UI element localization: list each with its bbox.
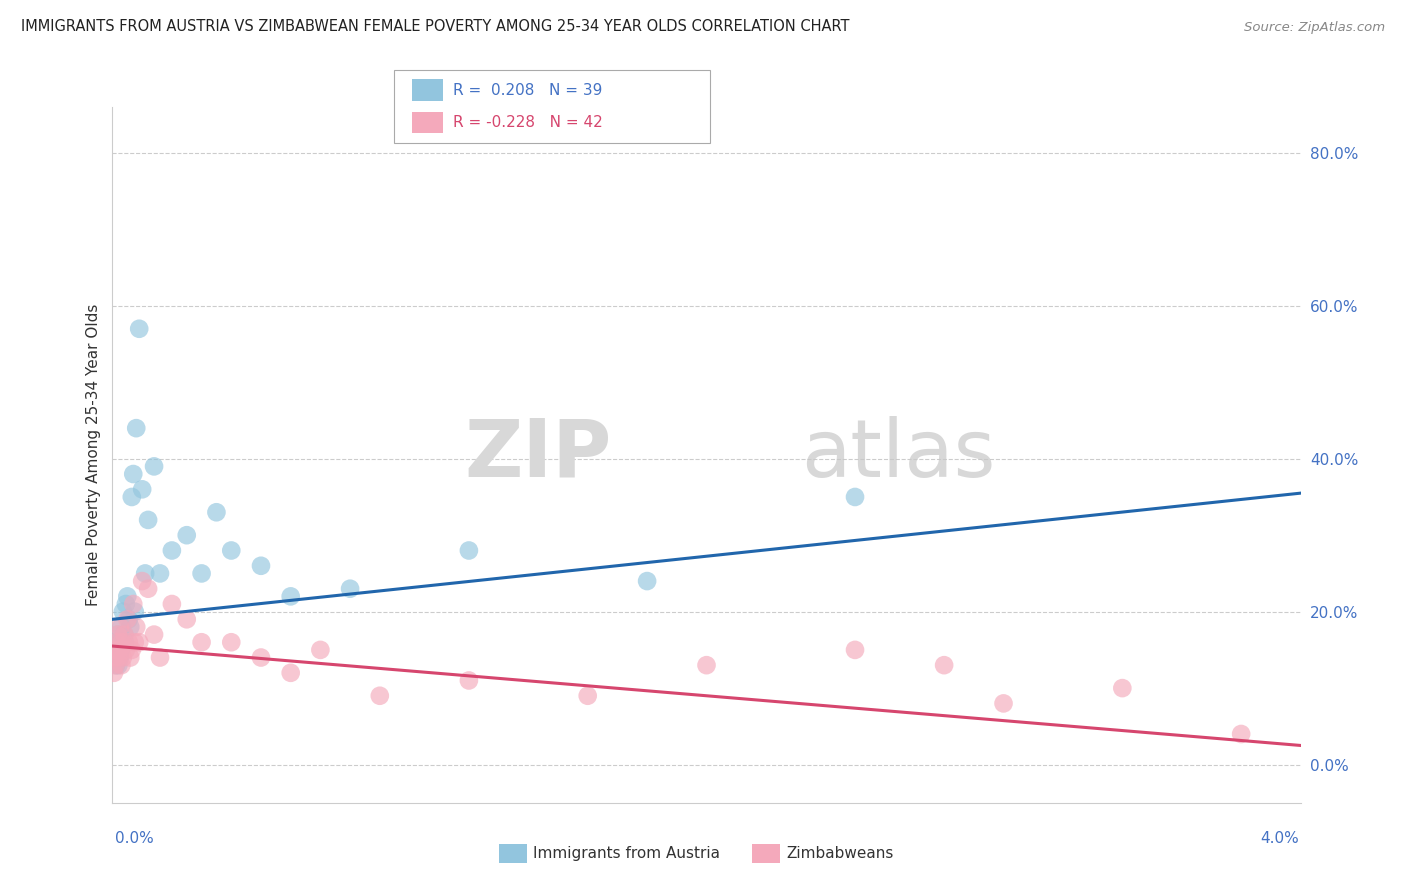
Point bbox=[1111, 681, 1133, 695]
Point bbox=[131, 574, 153, 588]
Point bbox=[124, 635, 146, 649]
Point bbox=[309, 643, 332, 657]
Point bbox=[115, 597, 138, 611]
Point bbox=[934, 658, 956, 673]
Point bbox=[111, 605, 134, 619]
Point bbox=[128, 635, 150, 649]
Point bbox=[120, 620, 142, 634]
Point bbox=[118, 612, 141, 626]
Point bbox=[1230, 727, 1253, 741]
Point bbox=[176, 528, 198, 542]
Point bbox=[112, 627, 135, 641]
Text: R =  0.208   N = 39: R = 0.208 N = 39 bbox=[453, 83, 602, 97]
Point bbox=[160, 597, 183, 611]
Point bbox=[143, 459, 166, 474]
Text: atlas: atlas bbox=[801, 416, 995, 494]
Point bbox=[136, 582, 159, 596]
Point bbox=[125, 421, 148, 435]
Point bbox=[339, 582, 361, 596]
Point bbox=[105, 635, 128, 649]
Point bbox=[107, 658, 129, 673]
Point bbox=[636, 574, 658, 588]
Point bbox=[219, 543, 243, 558]
Point bbox=[205, 505, 228, 519]
Point bbox=[280, 590, 302, 604]
Point bbox=[136, 513, 159, 527]
Text: 0.0%: 0.0% bbox=[115, 831, 155, 846]
Point bbox=[117, 612, 139, 626]
Point bbox=[115, 643, 138, 657]
Point bbox=[122, 597, 145, 611]
Point bbox=[576, 689, 599, 703]
Point bbox=[105, 658, 128, 673]
Point bbox=[117, 590, 139, 604]
Point bbox=[128, 322, 150, 336]
Point bbox=[176, 612, 198, 626]
Point bbox=[149, 650, 172, 665]
Point bbox=[122, 467, 145, 481]
Point bbox=[458, 673, 481, 688]
Point bbox=[104, 650, 127, 665]
Point bbox=[111, 635, 134, 649]
Point bbox=[131, 483, 153, 497]
Point bbox=[104, 635, 127, 649]
Point bbox=[111, 635, 134, 649]
Point bbox=[120, 650, 142, 665]
Point bbox=[149, 566, 172, 581]
Point bbox=[103, 665, 125, 680]
Point bbox=[108, 620, 131, 634]
Point bbox=[107, 627, 129, 641]
Point bbox=[105, 643, 128, 657]
Point bbox=[250, 558, 273, 573]
Point bbox=[121, 490, 143, 504]
Point bbox=[104, 650, 127, 665]
Point bbox=[107, 627, 129, 641]
Point bbox=[250, 650, 273, 665]
Text: Source: ZipAtlas.com: Source: ZipAtlas.com bbox=[1244, 21, 1385, 34]
Point bbox=[125, 620, 148, 634]
Point bbox=[110, 643, 132, 657]
Point bbox=[118, 635, 141, 649]
Point bbox=[993, 697, 1015, 711]
Point bbox=[111, 650, 134, 665]
Point bbox=[121, 643, 143, 657]
Point bbox=[108, 650, 131, 665]
Text: R = -0.228   N = 42: R = -0.228 N = 42 bbox=[453, 115, 603, 129]
Point bbox=[844, 643, 866, 657]
Point bbox=[696, 658, 718, 673]
Point bbox=[134, 566, 156, 581]
Point bbox=[105, 643, 128, 657]
Text: Zimbabweans: Zimbabweans bbox=[786, 847, 893, 861]
Point bbox=[143, 627, 166, 641]
Point bbox=[112, 627, 135, 641]
Point bbox=[108, 635, 131, 649]
Point bbox=[110, 620, 132, 634]
Point bbox=[108, 643, 131, 657]
Point bbox=[190, 566, 212, 581]
Text: Immigrants from Austria: Immigrants from Austria bbox=[533, 847, 720, 861]
Point bbox=[280, 665, 302, 680]
Text: 4.0%: 4.0% bbox=[1260, 831, 1299, 846]
Point bbox=[107, 650, 129, 665]
Point bbox=[844, 490, 866, 504]
Point bbox=[114, 635, 136, 649]
Point bbox=[124, 605, 146, 619]
Point bbox=[458, 543, 481, 558]
Point bbox=[190, 635, 212, 649]
Text: ZIP: ZIP bbox=[464, 416, 612, 494]
Text: IMMIGRANTS FROM AUSTRIA VS ZIMBABWEAN FEMALE POVERTY AMONG 25-34 YEAR OLDS CORRE: IMMIGRANTS FROM AUSTRIA VS ZIMBABWEAN FE… bbox=[21, 20, 849, 34]
Point bbox=[160, 543, 183, 558]
Point bbox=[104, 658, 127, 673]
Y-axis label: Female Poverty Among 25-34 Year Olds: Female Poverty Among 25-34 Year Olds bbox=[86, 304, 101, 606]
Point bbox=[110, 658, 132, 673]
Point bbox=[368, 689, 391, 703]
Point bbox=[219, 635, 243, 649]
